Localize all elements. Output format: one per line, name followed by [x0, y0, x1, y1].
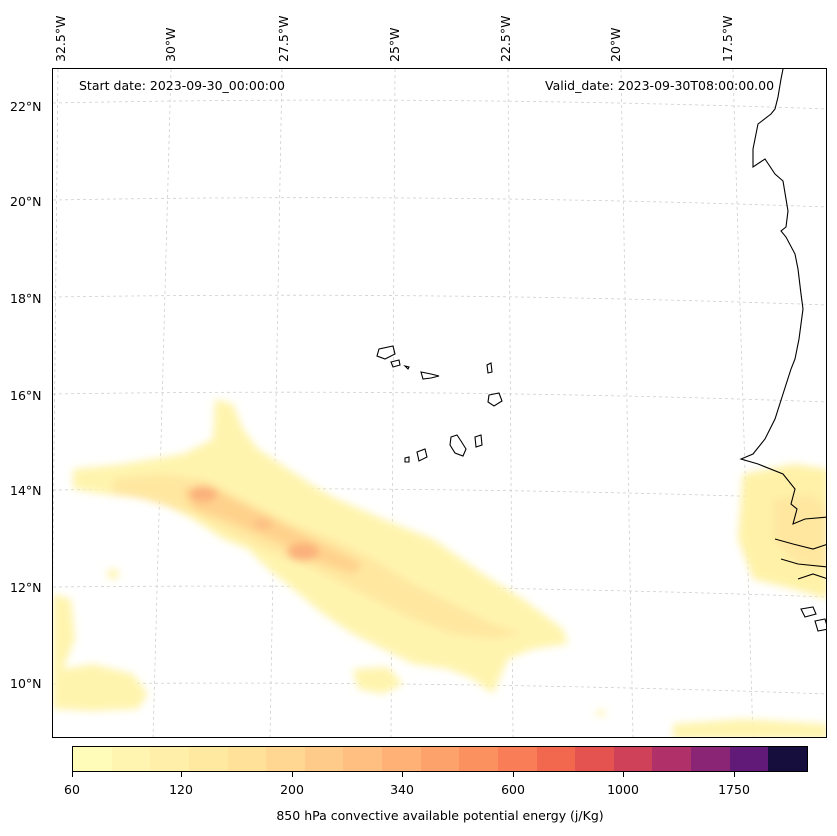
colorbar-swatch-10	[459, 747, 498, 771]
lat-label-16n: 16°N	[10, 388, 42, 403]
colorbar-swatch-14	[613, 747, 653, 771]
colorbar-swatch-12	[536, 747, 576, 771]
lat-label-10n: 10°N	[10, 676, 42, 691]
cb-label-1750: 1750	[718, 782, 750, 797]
colorbar-swatch-15	[652, 747, 691, 771]
colorbar-swatch-18	[768, 747, 807, 771]
start-date-label: Start date: 2023-09-30_00:00:00	[79, 78, 285, 93]
cb-label-340: 340	[390, 782, 414, 797]
cb-label-600: 600	[501, 782, 525, 797]
lon-label-22-5w: 22.5°W	[498, 15, 513, 62]
lon-label-27-5w: 27.5°W	[276, 15, 291, 62]
colorbar-swatch-5	[266, 747, 305, 771]
sal	[486, 362, 493, 374]
cape-max-3	[253, 519, 273, 529]
lat-label-18n: 18°N	[10, 291, 42, 306]
map-panel[interactable]	[52, 68, 827, 738]
cape-east-inner	[773, 494, 826, 569]
colorbar-swatch-17	[729, 747, 769, 771]
cb-tick-120	[181, 772, 182, 777]
cb-tick-600	[513, 772, 514, 777]
colorbar-swatch-11	[497, 747, 537, 771]
fogo	[416, 448, 428, 462]
cape-spot	[107, 569, 119, 579]
brava	[404, 456, 410, 463]
cb-label-200: 200	[280, 782, 304, 797]
cape-field	[53, 399, 826, 737]
cb-label-60: 60	[64, 782, 80, 797]
coastlines	[376, 69, 826, 632]
cb-tick-60	[72, 772, 73, 777]
colorbar	[72, 746, 808, 772]
map-canvas	[53, 69, 826, 737]
lon-label-20w: 20°W	[608, 27, 623, 62]
cape-southeast	[673, 719, 826, 737]
africa-coast	[739, 69, 826, 525]
colorbar-swatch-13	[575, 747, 614, 771]
cb-tick-1750	[734, 772, 735, 777]
bijagos	[800, 606, 826, 632]
cape-west-edge	[53, 594, 148, 711]
lat-label-20n: 20°N	[10, 194, 42, 209]
africa-coast-2	[774, 538, 826, 550]
colorbar-swatch-16	[691, 747, 730, 771]
colorbar-swatch-8	[382, 747, 421, 771]
cape-southwest	[353, 667, 403, 694]
cape-max-1	[189, 486, 217, 502]
maio	[474, 434, 483, 448]
colorbar-swatch-2	[150, 747, 189, 771]
sao-nicolau	[420, 371, 440, 380]
colorbar-swatch-0	[73, 747, 112, 771]
santa-luzia	[403, 364, 410, 370]
cape-spot-2	[596, 710, 606, 716]
colorbar-swatch-9	[420, 747, 460, 771]
africa-coast-3	[780, 558, 826, 568]
cb-tick-340	[402, 772, 403, 777]
lat-label-22n: 22°N	[10, 99, 42, 114]
lat-label-12n: 12°N	[10, 580, 42, 595]
cb-tick-1000	[623, 772, 624, 777]
colorbar-swatch-4	[227, 747, 267, 771]
colorbar-title: 850 hPa convective available potential e…	[276, 808, 604, 823]
colorbar-swatch-7	[343, 747, 382, 771]
cape-max-2	[287, 543, 319, 561]
lon-label-30w: 30°W	[163, 27, 178, 62]
lon-label-32-5w: 32.5°W	[53, 15, 68, 62]
colorbar-swatch-6	[304, 747, 344, 771]
lon-label-25w: 25°W	[387, 27, 402, 62]
sao-vicente	[390, 359, 401, 368]
santiago	[449, 434, 467, 457]
colorbar-swatch-1	[111, 747, 151, 771]
cb-label-120: 120	[169, 782, 193, 797]
colorbar-swatch-3	[188, 747, 228, 771]
santo-antao	[376, 345, 396, 360]
africa-coast-4	[797, 573, 826, 580]
cb-tick-200	[292, 772, 293, 777]
valid-date-label: Valid_date: 2023-09-30T08:00:00.00	[545, 78, 775, 93]
lon-label-17-5w: 17.5°W	[720, 15, 735, 62]
boa-vista	[487, 392, 503, 407]
cb-label-1000: 1000	[607, 782, 639, 797]
lat-label-14n: 14°N	[10, 483, 42, 498]
